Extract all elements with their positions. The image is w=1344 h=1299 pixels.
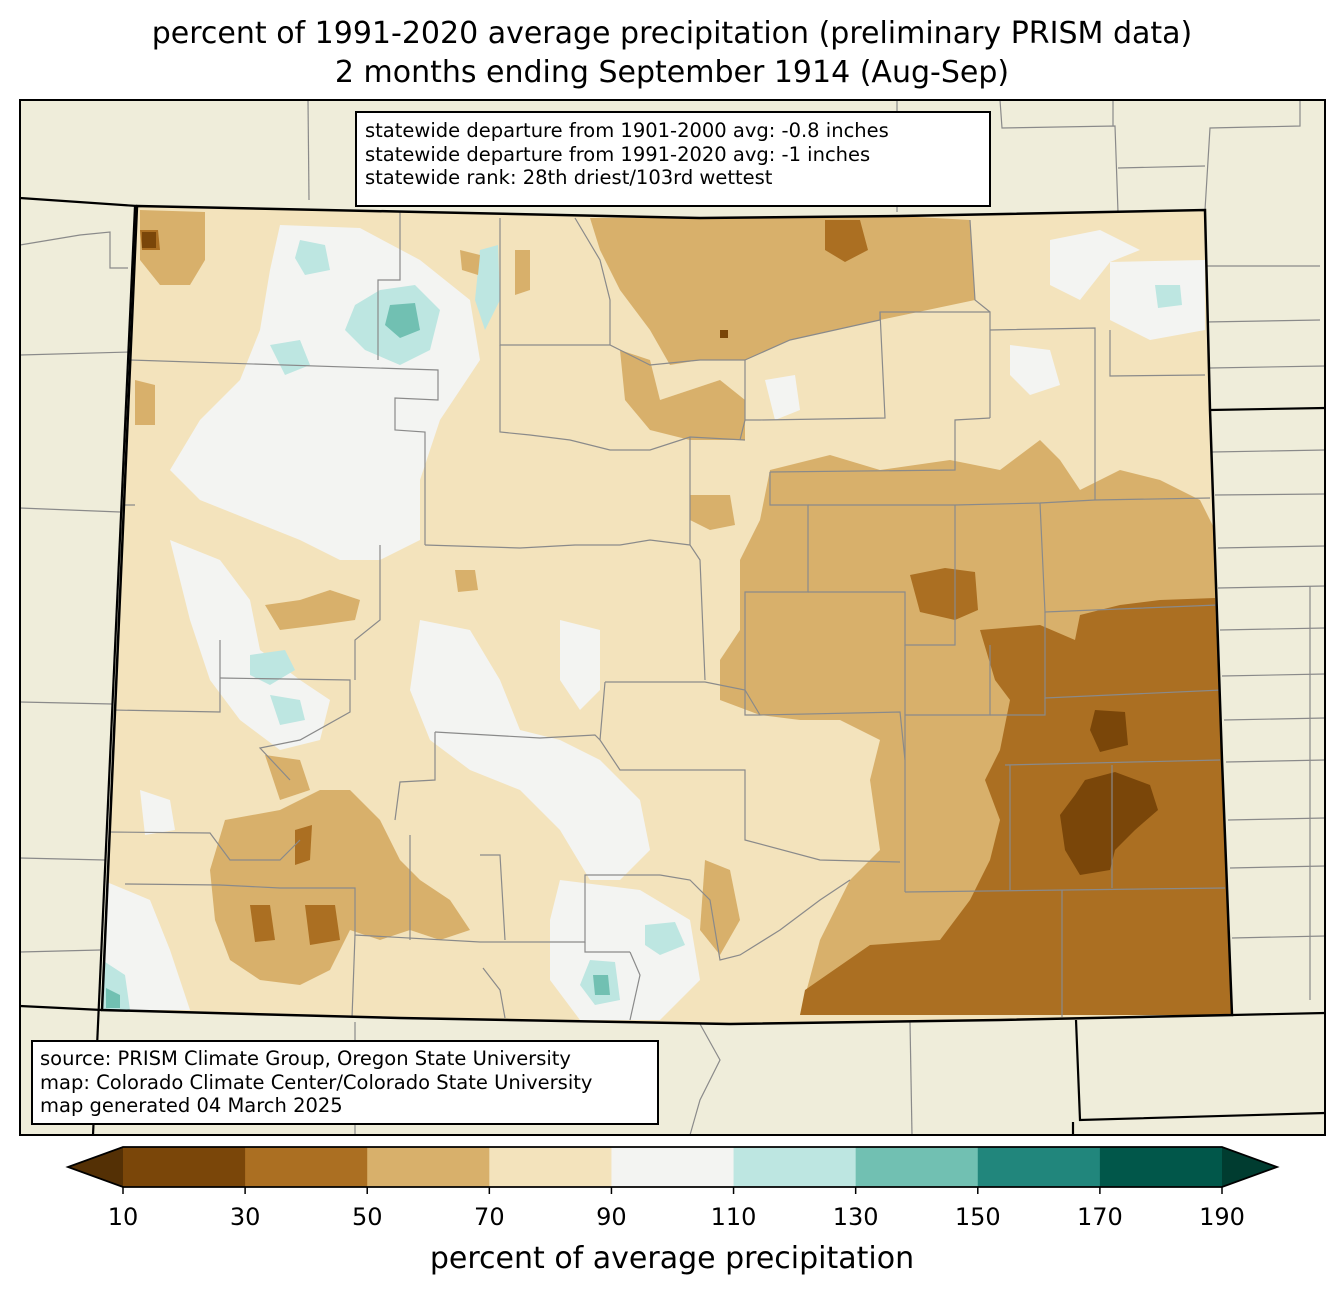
neighbor-state-lines [19, 196, 1326, 1136]
credits-line-3: map generated 04 March 2025 [40, 1094, 343, 1117]
colorbar-tick-label: 90 [596, 1203, 627, 1231]
colorbar-bin [611, 1147, 735, 1187]
colorbar-bin [977, 1147, 1101, 1187]
map-frame [19, 99, 1326, 1136]
colorbar-bin [123, 1147, 246, 1187]
colorbar-bin [367, 1147, 490, 1187]
colorbar-extend-low [68, 1147, 123, 1187]
colorbar-extend-high [1222, 1147, 1277, 1187]
neighbor-county-lines [19, 99, 1326, 1136]
contour-10-30 [142, 232, 1158, 875]
colorbar-bin [489, 1147, 612, 1187]
colorbar-bin [855, 1147, 979, 1187]
contour-30-50 [140, 220, 1232, 1015]
colorbar-tick-label: 170 [1076, 1203, 1123, 1231]
colorbar-bin [733, 1147, 857, 1187]
precipitation-contours [102, 210, 1232, 1020]
stats-line-1: statewide departure from 1901-2000 avg: … [365, 119, 889, 142]
contour-130-150 [106, 303, 610, 1008]
colorado-boundary [100, 204, 1234, 1026]
county-lines [107, 212, 1226, 1021]
colorbar-tick-label: 50 [351, 1203, 383, 1231]
colorbar-tick-label: 190 [1199, 1203, 1245, 1231]
credits-box: source: PRISM Climate Group, Oregon Stat… [31, 1040, 659, 1125]
colorbar [65, 1146, 1280, 1194]
colorbar-bin [245, 1147, 368, 1187]
map-title-line2: 2 months ending September 1914 (Aug-Sep) [334, 55, 1010, 90]
colorbar-tick-label: 70 [474, 1203, 505, 1231]
colorbar-bin [1099, 1147, 1223, 1187]
credits-line-2: map: Colorado Climate Center/Colorado St… [40, 1070, 593, 1094]
credits-line-1: source: PRISM Climate Group, Oregon Stat… [40, 1047, 571, 1070]
colorbar-label: percent of average precipitation [429, 1241, 915, 1276]
colorbar-tick-label: 110 [710, 1203, 757, 1231]
map-title-line1: percent of 1991-2020 average precipitati… [151, 16, 1193, 51]
colorbar-tick-label: 130 [832, 1203, 879, 1231]
colorbar-tick-label: 30 [229, 1203, 261, 1231]
stats-line-3: statewide rank: 28th driest/103rd wettes… [365, 166, 773, 189]
colorbar-tick-label: 10 [107, 1203, 139, 1231]
statewide-stats-box: statewide departure from 1901-2000 avg: … [355, 111, 991, 207]
stats-line-2: statewide departure from 1991-2020 avg: … [365, 142, 871, 166]
colorbar-tick-label: 150 [954, 1203, 1001, 1231]
